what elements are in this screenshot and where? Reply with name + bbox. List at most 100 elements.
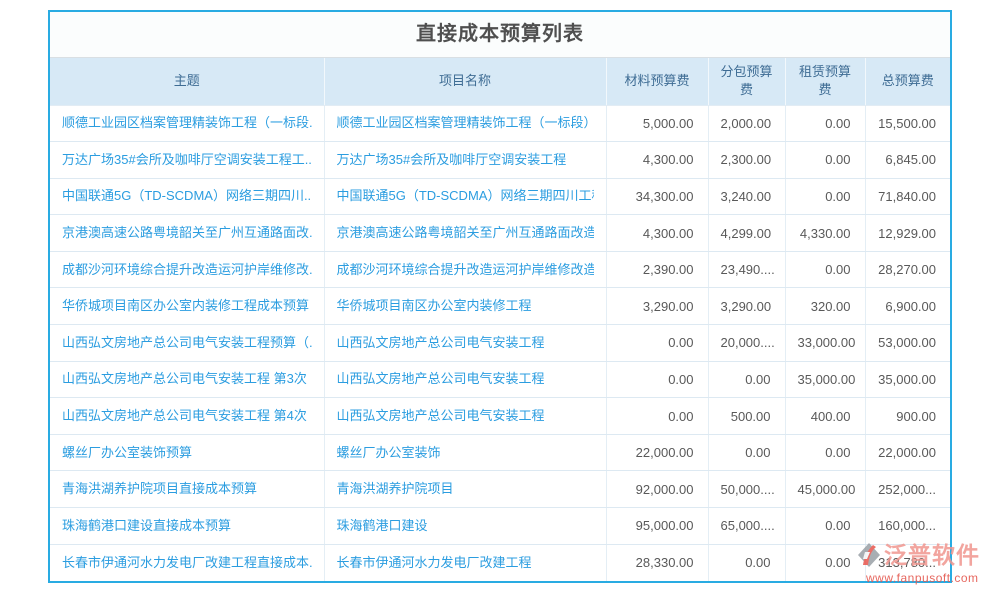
- table-row: 成都沙河环境综合提升改造运河护岸维修改... 成都沙河环境综合提升改造运河护岸维修…: [50, 251, 950, 289]
- material-budget-cell: 4,300.00: [606, 214, 709, 252]
- material-budget-cell: 3,290.00: [606, 287, 709, 326]
- subject-link[interactable]: 成都沙河环境综合提升改造运河护岸维修改...: [62, 261, 312, 277]
- material-budget-cell: 34,300.00: [606, 178, 709, 216]
- subject-cell: 山西弘文房地产总公司电气安装工程 第4次: [50, 397, 325, 435]
- table-row: 顺德工业园区档案管理精装饰工程（一标段... 顺德工业园区档案管理精装饰工程（一标…: [50, 105, 950, 143]
- subject-link[interactable]: 珠海鹤港口建设直接成本预算: [62, 517, 232, 533]
- rental-budget-cell: 33,000.00: [785, 324, 866, 362]
- project-link[interactable]: 山西弘文房地产总公司电气安装工程: [336, 408, 545, 424]
- project-link[interactable]: 青海洪湖养护院项目: [336, 481, 454, 497]
- rental-budget-cell: 35,000.00: [785, 361, 866, 399]
- subject-cell: 顺德工业园区档案管理精装饰工程（一标段...: [50, 105, 325, 143]
- subject-link[interactable]: 青海洪湖养护院项目直接成本预算: [62, 481, 258, 497]
- subject-cell: 山西弘文房地产总公司电气安装工程 第3次: [50, 361, 325, 399]
- project-link[interactable]: 顺德工业园区档案管理精装饰工程（一标段）: [336, 115, 594, 131]
- subject-link[interactable]: 螺丝厂办公室装饰预算: [62, 444, 193, 460]
- project-link[interactable]: 华侨城项目南区办公室内装修工程: [336, 298, 532, 314]
- rental-budget-cell: 0.00: [785, 507, 866, 545]
- project-cell: 华侨城项目南区办公室内装修工程: [324, 287, 607, 326]
- subject-cell: 青海洪湖养护院项目直接成本预算: [50, 470, 325, 509]
- rental-budget-cell: 45,000.00: [785, 470, 866, 509]
- subject-cell: 京港澳高速公路粤境韶关至广州互通路面改...: [50, 214, 325, 252]
- project-link[interactable]: 万达广场35#会所及咖啡厅空调安装工程: [336, 151, 567, 167]
- project-cell: 山西弘文房地产总公司电气安装工程: [324, 361, 607, 399]
- total-budget-cell: 28,270.00: [865, 251, 950, 289]
- material-budget-cell: 0.00: [606, 324, 709, 362]
- subject-link[interactable]: 长春市伊通河水力发电厂改建工程直接成本...: [62, 554, 312, 570]
- total-budget-cell: 252,000...: [865, 470, 950, 509]
- table-row: 华侨城项目南区办公室内装修工程成本预算 华侨城项目南区办公室内装修工程 3,290.…: [50, 287, 950, 326]
- subject-cell: 中国联通5G（TD-SCDMA）网络三期四川...: [50, 178, 325, 216]
- subject-cell: 山西弘文房地产总公司电气安装工程预算（...: [50, 324, 325, 362]
- table-row: 山西弘文房地产总公司电气安装工程 第3次 山西弘文房地产总公司电气安装工程 0.00…: [50, 361, 950, 399]
- project-link[interactable]: 京港澳高速公路粤境韶关至广州互通路面改造...: [336, 225, 594, 241]
- rental-budget-cell: 0.00: [785, 544, 866, 581]
- rental-budget-cell: 0.00: [785, 141, 866, 179]
- page-title: 直接成本预算列表: [50, 12, 950, 58]
- table-row: 京港澳高速公路粤境韶关至广州互通路面改... 京港澳高速公路粤境韶关至广州互通路面…: [50, 214, 950, 252]
- column-header-subject: 主题: [50, 58, 325, 106]
- project-cell: 螺丝厂办公室装饰: [324, 434, 607, 472]
- total-budget-cell: 71,840.00: [865, 178, 950, 216]
- project-link[interactable]: 珠海鹤港口建设: [336, 517, 428, 533]
- subcontract-budget-cell: 50,000....: [708, 470, 786, 509]
- material-budget-cell: 4,300.00: [606, 141, 709, 179]
- subject-cell: 珠海鹤港口建设直接成本预算: [50, 507, 325, 545]
- material-budget-cell: 95,000.00: [606, 507, 709, 545]
- subject-cell: 螺丝厂办公室装饰预算: [50, 434, 325, 472]
- subject-cell: 成都沙河环境综合提升改造运河护岸维修改...: [50, 251, 325, 289]
- table-header-row: 主题 项目名称 材料预算费 分包预算费 租赁预算费 总预算费: [50, 58, 950, 106]
- project-cell: 成都沙河环境综合提升改造运河护岸维修改造: [324, 251, 607, 289]
- subcontract-budget-cell: 23,490....: [708, 251, 786, 289]
- table-row: 长春市伊通河水力发电厂改建工程直接成本... 长春市伊通河水力发电厂改建工程 28,…: [50, 544, 950, 581]
- subject-cell: 华侨城项目南区办公室内装修工程成本预算: [50, 287, 325, 326]
- project-link[interactable]: 中国联通5G（TD-SCDMA）网络三期四川工程: [336, 188, 594, 204]
- project-cell: 中国联通5G（TD-SCDMA）网络三期四川工程: [324, 178, 607, 216]
- material-budget-cell: 0.00: [606, 397, 709, 435]
- subject-link[interactable]: 万达广场35#会所及咖啡厅空调安装工程工...: [62, 151, 312, 167]
- subject-link[interactable]: 山西弘文房地产总公司电气安装工程 第3次: [62, 371, 307, 387]
- project-cell: 京港澳高速公路粤境韶关至广州互通路面改造...: [324, 214, 607, 252]
- project-link[interactable]: 螺丝厂办公室装饰: [336, 444, 441, 460]
- table-row: 珠海鹤港口建设直接成本预算 珠海鹤港口建设 95,000.00 65,000.... 0…: [50, 507, 950, 545]
- subject-link[interactable]: 京港澳高速公路粤境韶关至广州互通路面改...: [62, 225, 312, 241]
- subject-link[interactable]: 山西弘文房地产总公司电气安装工程预算（...: [62, 334, 312, 350]
- subcontract-budget-cell: 0.00: [708, 434, 786, 472]
- rental-budget-cell: 0.00: [785, 251, 866, 289]
- project-link[interactable]: 长春市伊通河水力发电厂改建工程: [336, 554, 532, 570]
- subject-cell: 万达广场35#会所及咖啡厅空调安装工程工...: [50, 141, 325, 179]
- material-budget-cell: 28,330.00: [606, 544, 709, 581]
- material-budget-cell: 92,000.00: [606, 470, 709, 509]
- subcontract-budget-cell: 20,000....: [708, 324, 786, 362]
- material-budget-cell: 2,390.00: [606, 251, 709, 289]
- material-budget-cell: 22,000.00: [606, 434, 709, 472]
- project-cell: 青海洪湖养护院项目: [324, 470, 607, 509]
- subcontract-budget-cell: 4,299.00: [708, 214, 786, 252]
- project-cell: 万达广场35#会所及咖啡厅空调安装工程: [324, 141, 607, 179]
- table-row: 万达广场35#会所及咖啡厅空调安装工程工... 万达广场35#会所及咖啡厅空调安装…: [50, 141, 950, 179]
- subject-link[interactable]: 顺德工业园区档案管理精装饰工程（一标段...: [62, 115, 312, 131]
- total-budget-cell: 15,500.00: [865, 105, 950, 143]
- rental-budget-cell: 0.00: [785, 105, 866, 143]
- project-link[interactable]: 山西弘文房地产总公司电气安装工程: [336, 334, 545, 350]
- total-budget-cell: 900.00: [865, 397, 950, 435]
- budget-table: 主题 项目名称 材料预算费 分包预算费 租赁预算费 总预算费 顺德工业园区档案管…: [50, 58, 950, 581]
- rental-budget-cell: 4,330.00: [785, 214, 866, 252]
- project-link[interactable]: 成都沙河环境综合提升改造运河护岸维修改造: [336, 261, 594, 277]
- table-row: 山西弘文房地产总公司电气安装工程预算（... 山西弘文房地产总公司电气安装工程 0.…: [50, 324, 950, 362]
- project-cell: 珠海鹤港口建设: [324, 507, 607, 545]
- subject-cell: 长春市伊通河水力发电厂改建工程直接成本...: [50, 544, 325, 581]
- project-cell: 山西弘文房地产总公司电气安装工程: [324, 397, 607, 435]
- subcontract-budget-cell: 65,000....: [708, 507, 786, 545]
- subject-link[interactable]: 山西弘文房地产总公司电气安装工程 第4次: [62, 408, 307, 424]
- total-budget-cell: 22,000.00: [865, 434, 950, 472]
- project-link[interactable]: 山西弘文房地产总公司电气安装工程: [336, 371, 545, 387]
- subject-link[interactable]: 中国联通5G（TD-SCDMA）网络三期四川...: [62, 188, 312, 204]
- material-budget-cell: 0.00: [606, 361, 709, 399]
- table-row: 螺丝厂办公室装饰预算 螺丝厂办公室装饰 22,000.00 0.00 0.00 22,00…: [50, 434, 950, 472]
- table-row: 青海洪湖养护院项目直接成本预算 青海洪湖养护院项目 92,000.00 50,000.…: [50, 470, 950, 509]
- project-cell: 山西弘文房地产总公司电气安装工程: [324, 324, 607, 362]
- total-budget-cell: 12,929.00: [865, 214, 950, 252]
- subject-link[interactable]: 华侨城项目南区办公室内装修工程成本预算: [62, 298, 310, 314]
